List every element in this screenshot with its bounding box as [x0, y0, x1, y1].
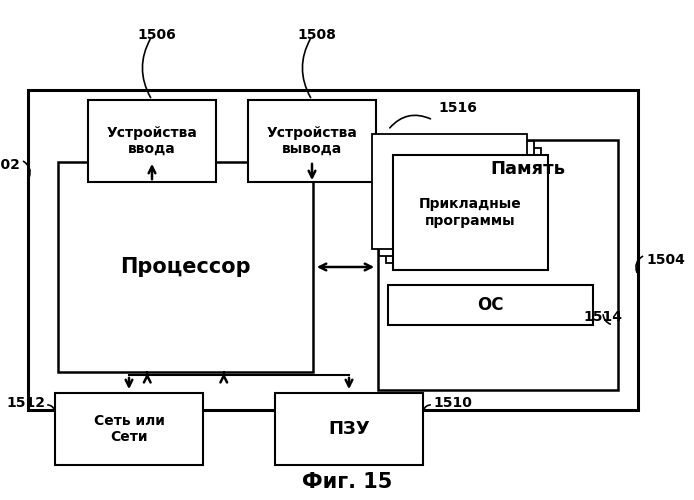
Text: Устройства
ввода: Устройства ввода: [107, 126, 197, 156]
Bar: [275, 393, 423, 465]
Text: 1512: 1512: [6, 396, 45, 410]
Text: 1506: 1506: [137, 28, 176, 42]
Text: 1514: 1514: [584, 310, 623, 324]
Text: 1502: 1502: [0, 158, 20, 172]
Text: Фиг. 15: Фиг. 15: [302, 472, 392, 492]
Bar: [55, 393, 203, 465]
Text: Процессор: Процессор: [120, 257, 251, 277]
Bar: [386, 148, 541, 263]
Text: Память: Память: [491, 160, 566, 178]
Bar: [58, 162, 313, 372]
Text: ПЗУ: ПЗУ: [328, 420, 370, 438]
Bar: [393, 155, 548, 270]
Text: ОС: ОС: [477, 296, 504, 314]
Text: Устройства
вывода: Устройства вывода: [266, 126, 357, 156]
Bar: [248, 100, 376, 182]
Text: Прикладные
программы: Прикладные программы: [419, 198, 522, 228]
Text: Сеть или
Сети: Сеть или Сети: [94, 414, 164, 444]
Text: 1510: 1510: [433, 396, 472, 410]
Bar: [388, 285, 593, 325]
Text: 1504: 1504: [646, 253, 685, 267]
Bar: [378, 140, 618, 390]
Text: 1516: 1516: [438, 101, 477, 115]
Bar: [28, 90, 638, 410]
Text: 1508: 1508: [298, 28, 337, 42]
Bar: [88, 100, 216, 182]
Bar: [372, 134, 527, 249]
Bar: [379, 141, 534, 256]
